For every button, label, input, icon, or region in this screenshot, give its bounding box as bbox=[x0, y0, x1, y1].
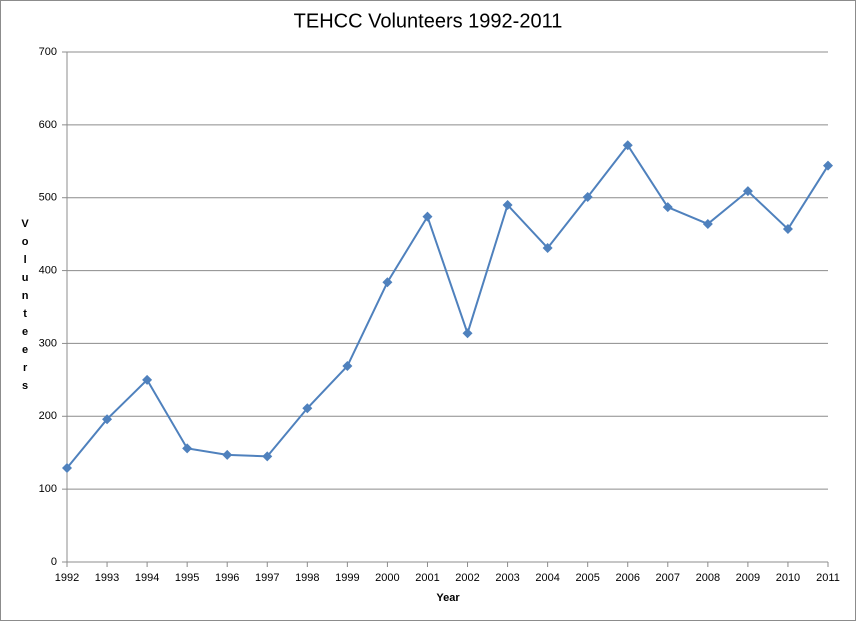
data-point bbox=[182, 443, 193, 454]
x-tick-label: 2009 bbox=[736, 572, 760, 584]
data-point bbox=[302, 403, 313, 414]
x-tick-label: 2002 bbox=[455, 572, 479, 584]
x-tick-label: 2008 bbox=[696, 572, 720, 584]
x-tick-label: 1992 bbox=[55, 572, 79, 584]
y-tick-label: 400 bbox=[39, 264, 57, 276]
x-tick-label: 1997 bbox=[255, 572, 279, 584]
data-point bbox=[222, 449, 233, 460]
x-tick-label: 2001 bbox=[415, 572, 439, 584]
y-axis-title: Volunteers bbox=[19, 218, 31, 398]
data-point bbox=[702, 218, 713, 229]
data-point bbox=[62, 463, 72, 474]
data-point bbox=[742, 186, 753, 197]
data-point bbox=[262, 451, 273, 462]
y-tick-label: 700 bbox=[39, 46, 57, 58]
data-point bbox=[502, 200, 513, 210]
x-tick-label: 2003 bbox=[495, 572, 519, 584]
x-tick-label: 1993 bbox=[95, 572, 119, 584]
y-tick-label: 500 bbox=[39, 192, 57, 204]
data-point bbox=[102, 414, 113, 425]
y-tick-label: 100 bbox=[39, 483, 57, 495]
data-point bbox=[582, 191, 593, 202]
x-tick-label: 1996 bbox=[215, 572, 239, 584]
y-tick-label: 300 bbox=[39, 337, 57, 349]
data-point bbox=[382, 277, 393, 288]
x-tick-label: 2006 bbox=[615, 572, 639, 584]
data-point bbox=[622, 140, 633, 151]
x-tick-label: 2000 bbox=[375, 572, 399, 584]
data-point bbox=[422, 211, 433, 222]
x-tick-label: 2005 bbox=[575, 572, 599, 584]
y-tick-label: 600 bbox=[39, 119, 57, 131]
data-point bbox=[823, 160, 833, 171]
x-tick-label: 1994 bbox=[135, 572, 159, 584]
data-point bbox=[342, 361, 353, 372]
data-point bbox=[542, 242, 553, 253]
x-tick-label: 2007 bbox=[656, 572, 680, 584]
x-tick-label: 1999 bbox=[335, 572, 359, 584]
data-point bbox=[662, 202, 673, 213]
x-tick-label: 2004 bbox=[535, 572, 559, 584]
data-point bbox=[782, 224, 793, 235]
x-tick-label: 1998 bbox=[295, 572, 319, 584]
x-tick-label: 2011 bbox=[816, 572, 840, 584]
data-point bbox=[462, 328, 473, 339]
x-tick-label: 2010 bbox=[776, 572, 800, 584]
chart-title: TEHCC Volunteers 1992-2011 bbox=[294, 10, 563, 32]
y-tick-label: 0 bbox=[51, 556, 57, 568]
x-tick-label: 1995 bbox=[175, 572, 199, 584]
x-axis-title: Year bbox=[436, 592, 460, 604]
series-line bbox=[66, 143, 829, 469]
data-point bbox=[142, 374, 153, 385]
y-tick-label: 200 bbox=[39, 410, 57, 422]
